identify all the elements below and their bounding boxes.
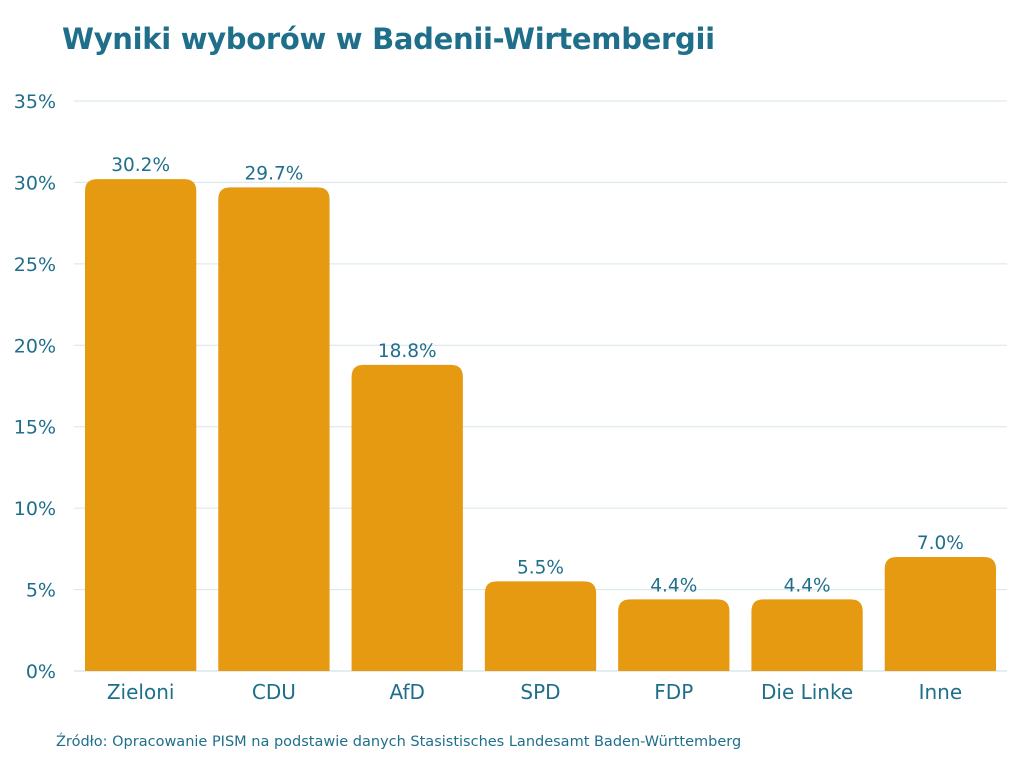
source-note: Źródło: Opracowanie PISM na podstawie da…	[56, 734, 742, 750]
data-labels: 30.2% 29.7% 18.8% 5.5% 4.4% 4.4% 7.0%	[111, 155, 964, 596]
x-tick-label: Inne	[919, 680, 963, 704]
data-label: 4.4%	[784, 575, 831, 596]
y-tick-label: 25%	[14, 254, 56, 276]
data-label: 30.2%	[111, 155, 170, 176]
y-tick-label: 35%	[14, 91, 56, 113]
bars	[84, 179, 997, 672]
y-tick-label: 20%	[14, 335, 56, 357]
x-axis: Zieloni CDU AfD SPD FDP Die Linke Inne	[107, 680, 962, 704]
bar-cdu	[218, 187, 330, 672]
x-tick-label: AfD	[390, 680, 425, 704]
x-tick-label: CDU	[252, 680, 296, 704]
y-tick-label: 30%	[14, 172, 56, 194]
bar-inne	[884, 557, 997, 671]
data-label: 4.4%	[650, 575, 697, 596]
bar-spd	[484, 581, 597, 671]
x-tick-label: FDP	[654, 680, 693, 704]
bar-fdp	[618, 599, 730, 671]
y-tick-label: 0%	[26, 661, 56, 683]
data-label: 5.5%	[517, 557, 564, 578]
data-label: 18.8%	[378, 341, 437, 362]
y-tick-label: 5%	[26, 580, 56, 602]
y-axis: 0% 5% 10% 15% 20% 25% 30% 35%	[14, 91, 56, 683]
data-label: 29.7%	[245, 163, 304, 184]
bar-die-linke	[751, 599, 863, 671]
bar-afd	[351, 364, 463, 671]
y-tick-label: 10%	[14, 498, 56, 520]
x-tick-label: Die Linke	[761, 680, 853, 704]
chart-title: Wyniki wyborów w Badenii-Wirtembergii	[62, 22, 715, 56]
y-tick-label: 15%	[14, 417, 56, 439]
bar-zieloni	[84, 179, 197, 671]
data-label: 7.0%	[917, 533, 964, 554]
x-tick-label: Zieloni	[107, 680, 175, 704]
x-tick-label: SPD	[520, 680, 560, 704]
